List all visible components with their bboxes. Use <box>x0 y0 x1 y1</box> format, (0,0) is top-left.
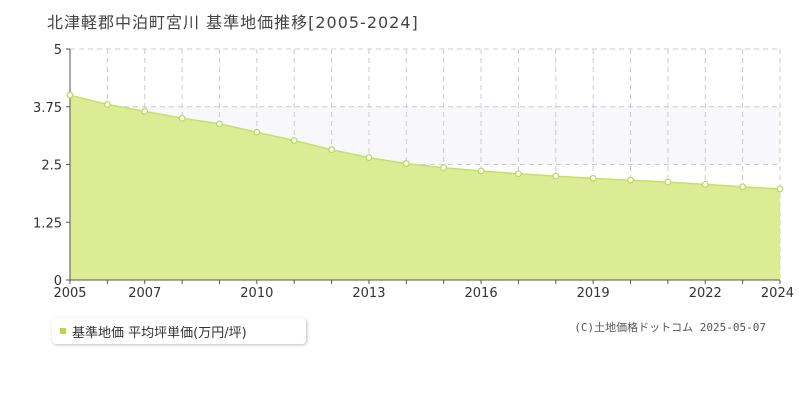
x-tick-labels: 2005 2007 2010 2013 2016 2019 2022 2024 <box>53 286 794 301</box>
y-tick-label: 3.75 <box>33 101 62 116</box>
series-line <box>69 94 781 190</box>
x-tick-label: 2010 <box>240 286 273 301</box>
data-point <box>66 91 74 99</box>
data-point <box>103 101 111 108</box>
x-tick-label: 2022 <box>689 286 722 301</box>
data-point <box>365 154 373 161</box>
credit-text: (C)土地価格ドットコム 2025-05-07 <box>574 321 766 334</box>
axes <box>66 48 781 284</box>
x-tick-label: 2016 <box>465 286 498 301</box>
data-point <box>440 164 448 172</box>
data-point <box>627 176 634 184</box>
data-point <box>739 183 747 191</box>
data-point <box>141 107 149 115</box>
x-tick-label: 2019 <box>577 286 610 301</box>
y-tick-label: 1.25 <box>33 216 62 231</box>
data-point <box>290 137 298 144</box>
series-markers <box>66 91 784 193</box>
data-point <box>664 178 672 186</box>
y-tick-label: 2.5 <box>41 159 62 174</box>
series-area <box>70 95 780 280</box>
legend-label: 基準地価 平均坪単価(万円/坪) <box>72 325 247 341</box>
x-tick-label: 2024 <box>761 286 794 301</box>
data-point <box>253 128 261 136</box>
data-point <box>515 170 522 178</box>
x-tick-label: 2007 <box>128 286 161 301</box>
y-tick-labels: 0 1.25 2.5 3.75 5 <box>33 43 62 289</box>
data-point <box>328 146 335 154</box>
y-tick-label: 5 <box>54 43 62 58</box>
y-tick-label: 0 <box>54 274 62 289</box>
x-tick-label: 2013 <box>352 286 385 301</box>
data-point <box>701 180 709 188</box>
data-point <box>589 174 597 182</box>
data-point <box>552 172 560 180</box>
data-point <box>477 167 485 175</box>
x-tick-label: 2005 <box>53 286 86 301</box>
data-point <box>216 120 223 128</box>
data-point <box>178 114 186 122</box>
chart-title: 北津軽郡中泊町宮川 基準地価推移[2005-2024] <box>47 13 419 32</box>
data-point <box>776 185 784 193</box>
legend-swatch <box>60 328 66 334</box>
data-point <box>402 160 410 167</box>
legend: 基準地価 平均坪単価(万円/坪) <box>52 318 306 344</box>
